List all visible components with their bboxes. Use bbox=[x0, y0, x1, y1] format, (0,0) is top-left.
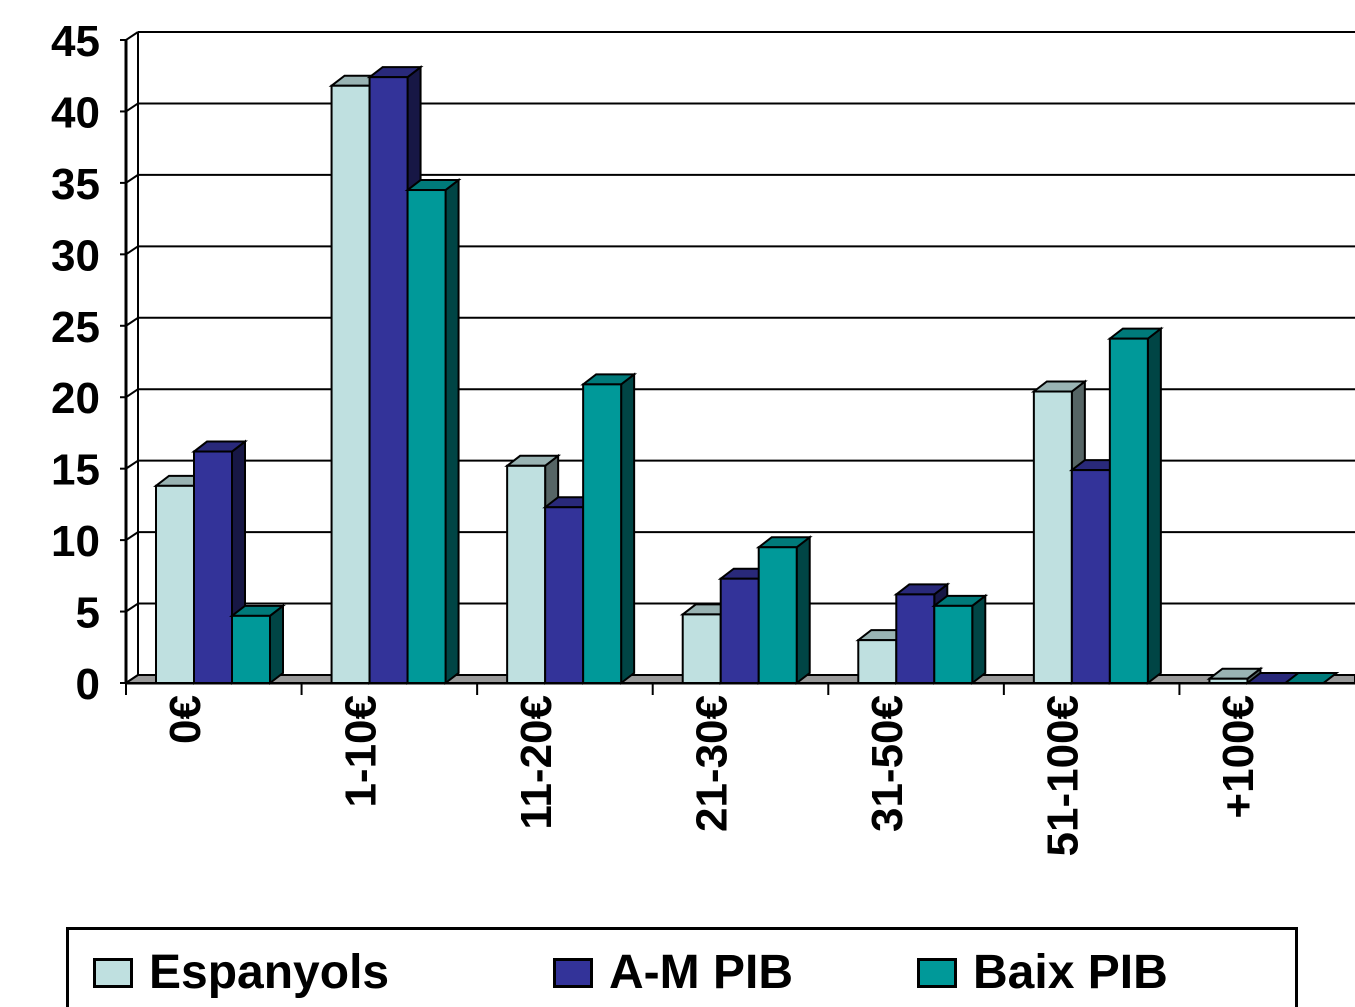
bar bbox=[681, 613, 722, 684]
legend-label-espanyols: Espanyols bbox=[149, 946, 390, 999]
side-wall-line bbox=[125, 388, 139, 399]
x-tick-label: 11-20€ bbox=[512, 695, 561, 830]
side-wall-line bbox=[125, 102, 139, 113]
x-tick-label: 51-100€ bbox=[1039, 695, 1088, 856]
legend-item-espanyols: Espanyols bbox=[93, 948, 389, 998]
bar bbox=[895, 593, 936, 684]
bar bbox=[231, 614, 271, 684]
bar-side bbox=[1146, 326, 1162, 686]
x-tick-labels: 0€ 1-10€ 11-20€ 21-30€ 31-50€ 51-100€ +100€ bbox=[161, 695, 1263, 856]
side-wall-line bbox=[125, 316, 139, 327]
legend-label-am-pib: A-M PIB bbox=[609, 946, 793, 999]
bar-side bbox=[444, 178, 460, 686]
bar bbox=[368, 76, 409, 684]
x-tick-label: 31-50€ bbox=[863, 695, 912, 832]
y-tick-label: 45 bbox=[51, 17, 100, 66]
side-wall-line bbox=[125, 602, 139, 613]
y-tick-label: 25 bbox=[51, 303, 100, 352]
legend-item-am-pib: A-M PIB bbox=[553, 948, 793, 998]
bar-side bbox=[620, 372, 636, 686]
legend: Espanyols A-M PIB Baix PIB bbox=[66, 927, 1298, 1007]
side-wall-line bbox=[125, 531, 139, 541]
bar-side bbox=[795, 535, 811, 686]
bar bbox=[582, 383, 623, 684]
legend-swatch-am-pib bbox=[553, 958, 593, 988]
y-tick-label: 15 bbox=[51, 446, 100, 495]
bar bbox=[1108, 337, 1149, 684]
y-tick-label: 30 bbox=[51, 231, 100, 280]
bar bbox=[1032, 390, 1073, 684]
bar-top bbox=[1282, 672, 1340, 684]
bar bbox=[330, 84, 371, 685]
bar-side bbox=[269, 603, 284, 686]
y-tick-label: 35 bbox=[51, 160, 100, 209]
x-tick-label: 21-30€ bbox=[688, 695, 737, 832]
bar-side bbox=[971, 593, 987, 686]
side-wall-line bbox=[125, 245, 139, 256]
bar bbox=[1208, 677, 1249, 684]
y-tick-label: 5 bbox=[76, 589, 100, 638]
bar bbox=[719, 577, 760, 684]
bar bbox=[406, 189, 447, 685]
legend-swatch-baix-pib bbox=[917, 958, 957, 988]
bar bbox=[857, 639, 898, 685]
legend-swatch-espanyols bbox=[93, 958, 133, 988]
legend-item-baix-pib: Baix PIB bbox=[917, 948, 1168, 998]
legend-label-baix-pib: Baix PIB bbox=[973, 946, 1168, 999]
bar bbox=[1070, 469, 1111, 684]
side-wall-line bbox=[125, 31, 139, 41]
y-tick-label: 10 bbox=[51, 517, 100, 566]
bar bbox=[506, 464, 547, 685]
y-tick-label: 40 bbox=[51, 88, 100, 137]
bar bbox=[933, 604, 974, 685]
side-wall-line bbox=[125, 459, 139, 470]
bar bbox=[757, 546, 798, 684]
x-tick-label: 0€ bbox=[161, 695, 210, 744]
y-tick-label: 20 bbox=[51, 374, 100, 423]
y-tick-labels: 0 5 10 15 20 25 30 35 40 45 bbox=[51, 17, 100, 709]
x-tick-label: +100€ bbox=[1214, 695, 1263, 819]
bar bbox=[193, 450, 233, 684]
bar bbox=[544, 506, 585, 684]
y-tick-label: 0 bbox=[76, 660, 100, 709]
x-tick-label: 1-10€ bbox=[336, 695, 385, 808]
side-wall-line bbox=[125, 174, 139, 184]
bar bbox=[155, 484, 195, 684]
bars bbox=[153, 65, 1340, 686]
